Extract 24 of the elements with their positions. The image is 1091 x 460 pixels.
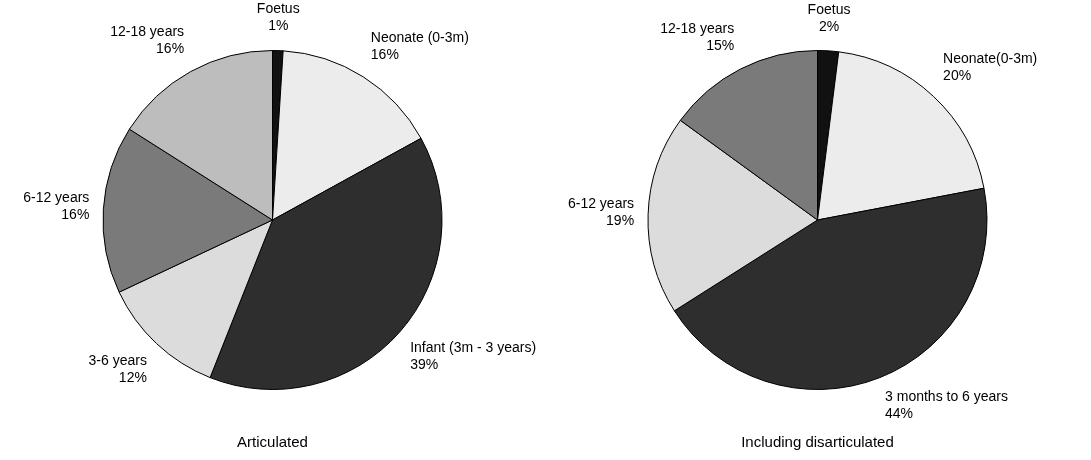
slice-label: Neonate (0-3m): [370, 28, 469, 45]
data-label: 16%: [61, 206, 90, 223]
slice-label: Foetus: [256, 0, 300, 17]
data-label: 12%: [118, 368, 147, 385]
slice-label: 3-6 years: [88, 351, 147, 368]
slice-label: 12-18 years: [660, 20, 735, 37]
data-label: 44%: [885, 405, 914, 422]
slice-label: Foetus: [807, 0, 851, 17]
data-label: 1%: [268, 17, 289, 34]
slice-label: Neonate(0-3m): [943, 50, 1038, 67]
data-label: 19%: [606, 212, 635, 229]
data-label: 15%: [706, 37, 735, 54]
data-label: 16%: [156, 40, 185, 57]
text: Articulated: [237, 433, 308, 451]
data-label: 39%: [410, 356, 439, 373]
data-label: 20%: [943, 67, 972, 84]
slice-label: 12-18 years: [110, 23, 185, 40]
slice-label: 3 months to 6 years: [885, 388, 1008, 405]
slice-label: Infant (3m - 3 years): [410, 339, 537, 356]
data-label: 16%: [370, 45, 399, 62]
text: Including disarticulated: [741, 433, 894, 451]
slice-label: 6-12 years: [567, 195, 635, 212]
data-label: 2%: [818, 17, 840, 34]
slice-label: 6-12 years: [23, 189, 90, 206]
